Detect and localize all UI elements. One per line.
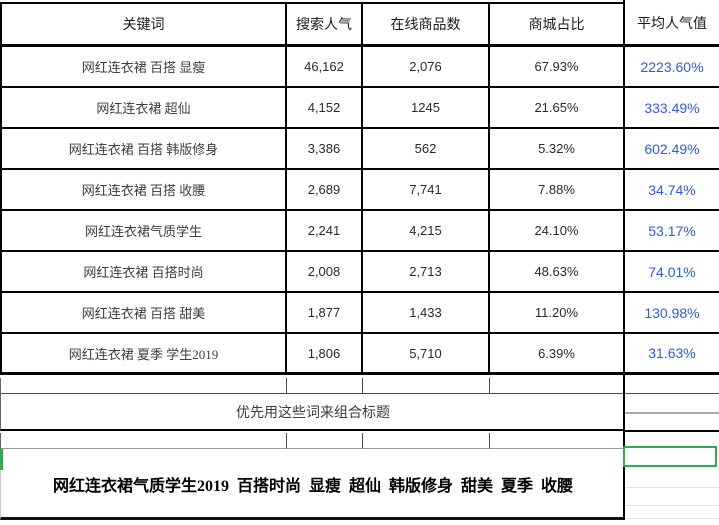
keyword-cell[interactable]: 网红连衣裙 百搭 韩版修身 <box>0 129 287 170</box>
search-popularity-cell[interactable]: 1,877 <box>287 293 363 334</box>
keyword-cell[interactable]: 网红连衣裙 夏季 学生2019 <box>0 334 287 375</box>
empty-cell[interactable] <box>1 433 287 449</box>
header-cell-mall-ratio[interactable]: 商城占比 <box>490 2 625 47</box>
search-popularity-cell[interactable]: 2,241 <box>287 211 363 252</box>
table-row: 网红连衣裙 夏季 学生2019 1,806 5,710 6.39% 31.63% <box>0 334 719 375</box>
search-popularity-cell[interactable]: 46,162 <box>287 47 363 88</box>
gridline <box>625 430 719 432</box>
gridline <box>625 412 719 414</box>
keyword-cell[interactable]: 网红连衣裙 百搭 甜美 <box>0 293 287 334</box>
keyword-table: 关键词 搜索人气 在线商品数 商城占比 平均人气值 网红连衣裙 百搭 显瘦 46… <box>0 2 719 375</box>
table-row: 网红连衣裙气质学生 2,241 4,215 24.10% 53.17% <box>0 211 719 252</box>
gridline <box>625 393 719 394</box>
online-products-cell[interactable]: 562 <box>363 129 490 170</box>
avg-popularity-cell[interactable]: 2223.60% <box>625 47 719 88</box>
keyword-cell[interactable]: 网红连衣裙气质学生 <box>0 211 287 252</box>
selected-cell[interactable] <box>623 446 717 467</box>
empty-cell[interactable] <box>363 433 490 449</box>
avg-popularity-cell[interactable]: 53.17% <box>625 211 719 252</box>
keyword-cell[interactable]: 网红连衣裙 百搭时尚 <box>0 252 287 293</box>
online-products-cell[interactable]: 1,433 <box>363 293 490 334</box>
table-row: 网红连衣裙 百搭时尚 2,008 2,713 48.63% 74.01% <box>0 252 719 293</box>
mall-ratio-cell[interactable]: 67.93% <box>490 47 625 88</box>
empty-row <box>0 378 625 394</box>
table-row: 网红连衣裙 百搭 显瘦 46,162 2,076 67.93% 2223.60% <box>0 47 719 88</box>
keyword-cell[interactable]: 网红连衣裙 百搭 显瘦 <box>0 47 287 88</box>
avg-popularity-cell[interactable]: 74.01% <box>625 252 719 293</box>
mall-ratio-cell[interactable]: 7.88% <box>490 170 625 211</box>
mall-ratio-cell[interactable]: 24.10% <box>490 211 625 252</box>
combined-title-cell[interactable]: 网红连衣裙气质学生2019 百搭时尚 显瘦 超仙 韩版修身 甜美 夏季 收腰 <box>0 450 625 520</box>
keyword-cell[interactable]: 网红连衣裙 超仙 <box>0 88 287 129</box>
online-products-cell[interactable]: 2,713 <box>363 252 490 293</box>
online-products-cell[interactable]: 5,710 <box>363 334 490 375</box>
search-popularity-cell[interactable]: 1,806 <box>287 334 363 375</box>
online-products-cell[interactable]: 7,741 <box>363 170 490 211</box>
table-row: 网红连衣裙 百搭 收腰 2,689 7,741 7.88% 34.74% <box>0 170 719 211</box>
empty-cell[interactable] <box>1 378 287 394</box>
gridline <box>625 518 719 519</box>
online-products-cell[interactable]: 1245 <box>363 88 490 129</box>
gridline <box>625 505 719 506</box>
avg-popularity-cell[interactable]: 31.63% <box>625 334 719 375</box>
table-row: 网红连衣裙 百搭 甜美 1,877 1,433 11.20% 130.98% <box>0 293 719 334</box>
gridline <box>625 487 719 488</box>
online-products-cell[interactable]: 4,215 <box>363 211 490 252</box>
mall-ratio-cell[interactable]: 11.20% <box>490 293 625 334</box>
search-popularity-cell[interactable]: 2,689 <box>287 170 363 211</box>
online-products-cell[interactable]: 2,076 <box>363 47 490 88</box>
mall-ratio-cell[interactable]: 6.39% <box>490 334 625 375</box>
keyword-cell[interactable]: 网红连衣裙 百搭 收腰 <box>0 170 287 211</box>
mall-ratio-cell[interactable]: 21.65% <box>490 88 625 129</box>
empty-cell[interactable] <box>287 433 363 449</box>
right-gridline-column <box>625 377 719 525</box>
selection-fragment <box>0 449 3 470</box>
avg-popularity-cell[interactable]: 34.74% <box>625 170 719 211</box>
empty-row <box>0 433 625 449</box>
empty-cell[interactable] <box>490 433 625 449</box>
mall-ratio-cell[interactable]: 48.63% <box>490 252 625 293</box>
priority-note-cell[interactable]: 优先用这些词来组合标题 <box>0 394 625 431</box>
header-cell-search-popularity[interactable]: 搜索人气 <box>287 2 363 47</box>
header-cell-online-products[interactable]: 在线商品数 <box>363 2 490 47</box>
search-popularity-cell[interactable]: 4,152 <box>287 88 363 129</box>
mall-ratio-cell[interactable]: 5.32% <box>490 129 625 170</box>
empty-cell[interactable] <box>363 378 490 394</box>
avg-popularity-cell[interactable]: 333.49% <box>625 88 719 129</box>
header-cell-avg-popularity[interactable]: 平均人气值 <box>625 2 719 47</box>
table-header-row: 关键词 搜索人气 在线商品数 商城占比 平均人气值 <box>0 2 719 47</box>
search-popularity-cell[interactable]: 2,008 <box>287 252 363 293</box>
header-cell-keyword[interactable]: 关键词 <box>0 2 287 47</box>
empty-cell[interactable] <box>490 378 625 394</box>
column-border-line <box>623 0 625 520</box>
table-row: 网红连衣裙 超仙 4,152 1245 21.65% 333.49% <box>0 88 719 129</box>
avg-popularity-cell[interactable]: 130.98% <box>625 293 719 334</box>
empty-cell[interactable] <box>287 378 363 394</box>
search-popularity-cell[interactable]: 3,386 <box>287 129 363 170</box>
avg-popularity-cell[interactable]: 602.49% <box>625 129 719 170</box>
table-row: 网红连衣裙 百搭 韩版修身 3,386 562 5.32% 602.49% <box>0 129 719 170</box>
